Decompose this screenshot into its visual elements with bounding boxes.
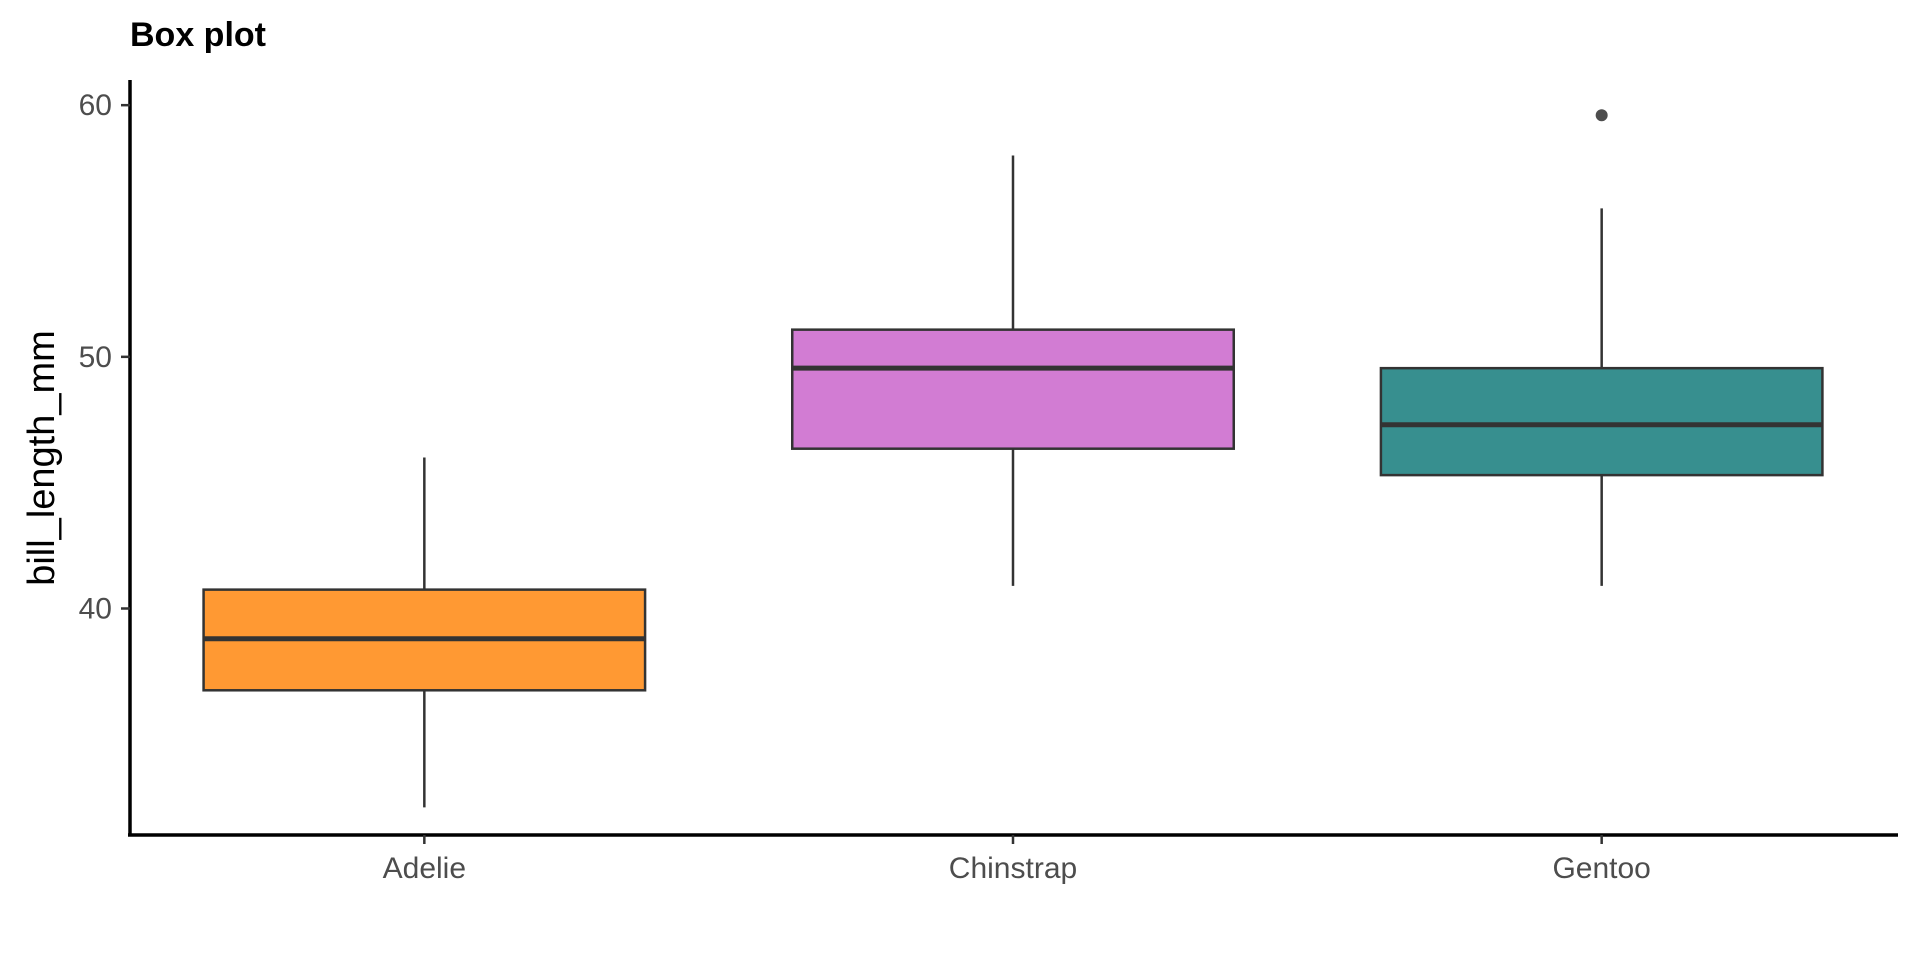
chart-title: Box plot <box>130 16 266 54</box>
y-tick-label: 60 <box>79 89 112 122</box>
y-tick-label: 50 <box>79 341 112 374</box>
x-tick-label: Gentoo <box>1552 852 1650 885</box>
box-chinstrap <box>791 155 1235 586</box>
box-series <box>202 109 1824 808</box>
x-tick-label: Chinstrap <box>949 852 1077 885</box>
y-tick-label: 40 <box>79 593 112 626</box>
y-axis-label: bill_length_mm <box>21 330 63 586</box>
box-body <box>791 328 1235 450</box>
x-axis-ticks: Adelie Chinstrap Gentoo <box>383 835 1651 885</box>
y-axis-ticks: 40 50 60 <box>79 89 130 626</box>
box-adelie <box>202 457 647 808</box>
box-body <box>1379 366 1824 477</box>
x-tick-label: Adelie <box>383 852 466 885</box>
outlier-point <box>1595 109 1608 122</box>
box-gentoo <box>1379 109 1824 586</box>
